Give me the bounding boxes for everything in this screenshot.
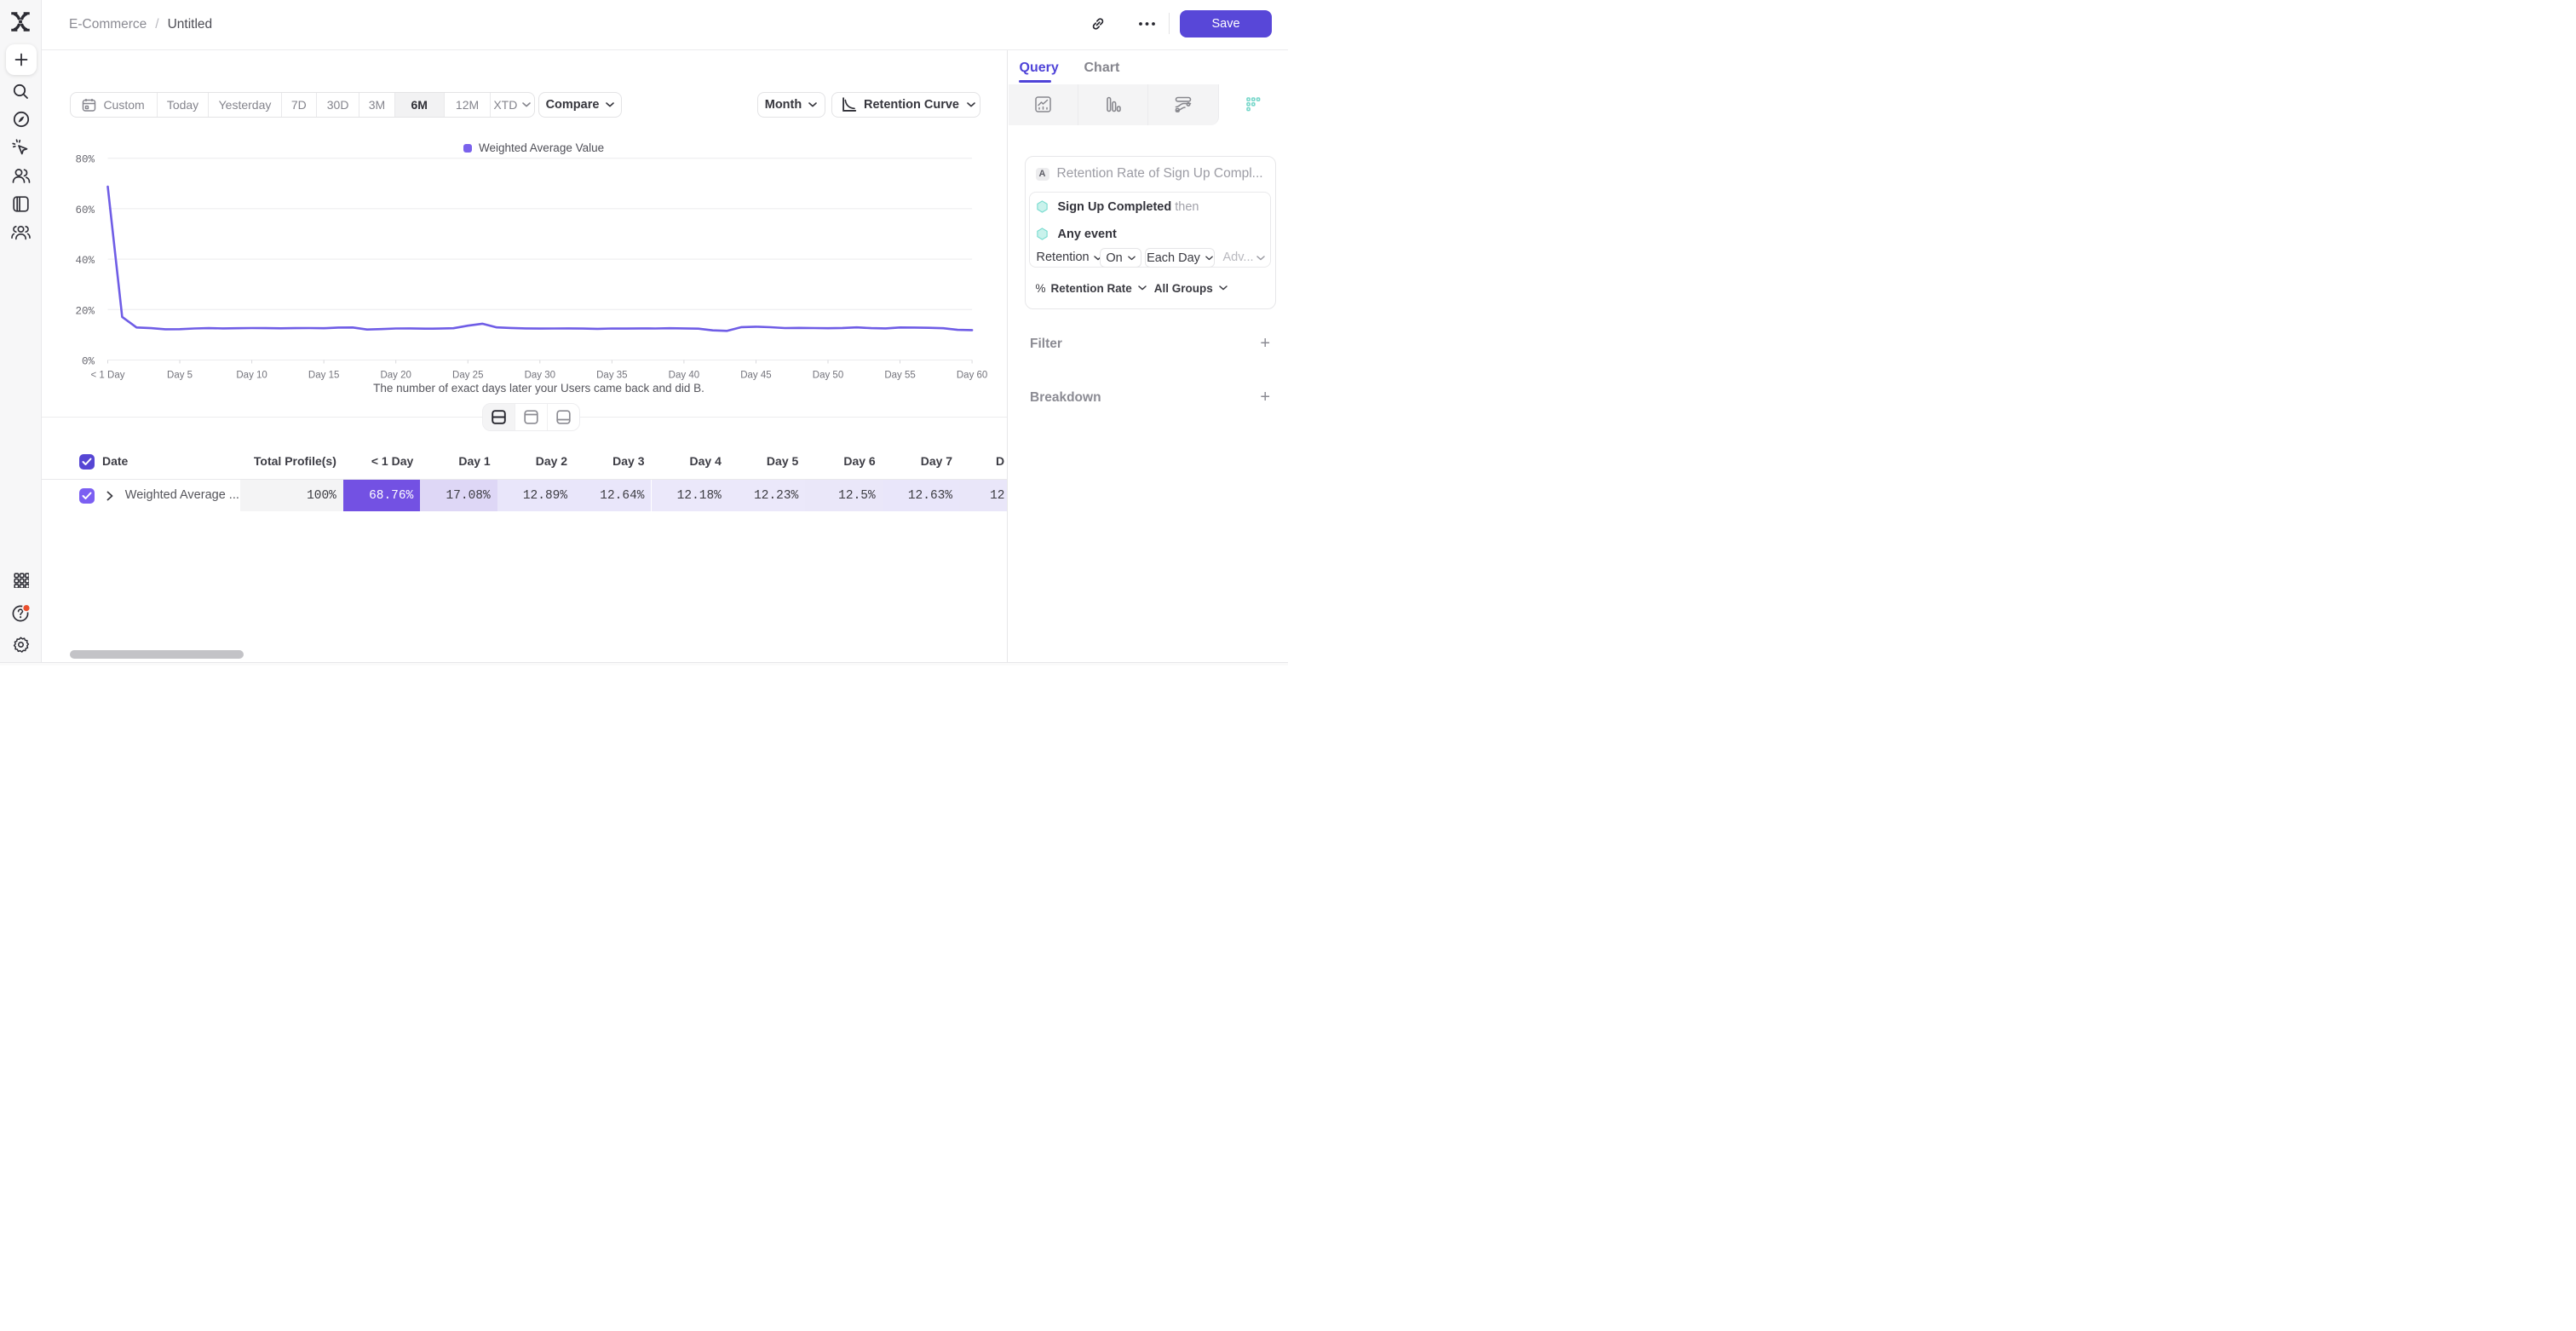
- svg-text:Day 30: Day 30: [525, 371, 555, 381]
- svg-text:Day 10: Day 10: [236, 371, 267, 381]
- svg-text:40%: 40%: [75, 255, 95, 267]
- svg-text:Day 60: Day 60: [957, 371, 987, 381]
- svg-text:Day 25: Day 25: [452, 371, 483, 381]
- svg-text:Day 35: Day 35: [596, 371, 627, 381]
- svg-text:Day 50: Day 50: [813, 371, 843, 381]
- svg-text:< 1 Day: < 1 Day: [91, 371, 125, 381]
- svg-text:Day 20: Day 20: [380, 371, 411, 381]
- svg-text:80%: 80%: [75, 154, 95, 166]
- svg-text:Day 15: Day 15: [308, 371, 339, 381]
- svg-text:Day 45: Day 45: [740, 371, 771, 381]
- svg-text:60%: 60%: [75, 205, 95, 216]
- svg-text:0%: 0%: [82, 356, 95, 368]
- svg-text:Day 40: Day 40: [669, 371, 699, 381]
- svg-text:20%: 20%: [75, 305, 95, 317]
- svg-text:Day 55: Day 55: [884, 371, 915, 381]
- svg-text:Day 5: Day 5: [167, 371, 193, 381]
